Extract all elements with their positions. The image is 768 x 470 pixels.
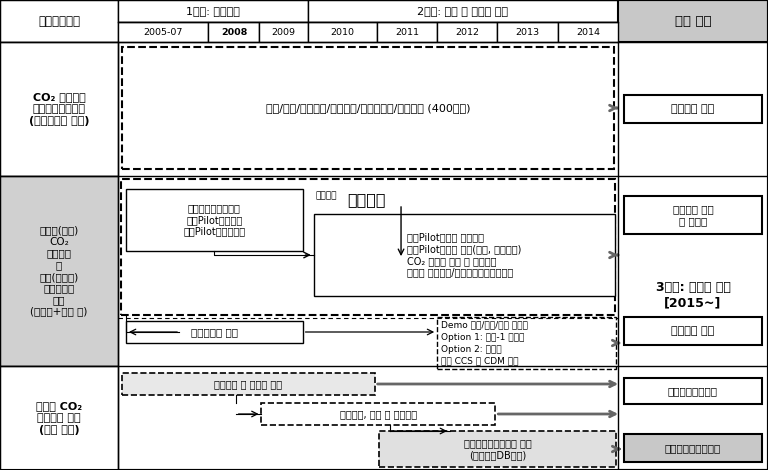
- Text: 2005-07: 2005-07: [144, 28, 183, 37]
- Text: 2011: 2011: [395, 28, 419, 37]
- Text: 핵심기술 개발: 핵심기술 개발: [671, 104, 715, 114]
- Text: 저장기술 실증: 저장기술 실증: [671, 326, 715, 336]
- Text: 광역탐사 및 후보군 도출: 광역탐사 및 후보군 도출: [214, 379, 283, 389]
- Bar: [261, 403, 495, 425]
- Text: Option 2: 대수층: Option 2: 대수층: [441, 345, 502, 353]
- Bar: [437, 317, 616, 369]
- Bar: [624, 434, 762, 462]
- Bar: [260, 22, 308, 42]
- Text: 2009: 2009: [272, 28, 296, 37]
- Text: 3단계: 실용화 추진
[2015~]: 3단계: 실용화 추진 [2015~]: [656, 281, 730, 309]
- Bar: [498, 22, 558, 42]
- Text: 1단계: 핵심기술: 1단계: 핵심기술: [186, 6, 240, 16]
- Bar: [624, 378, 762, 404]
- Bar: [0, 0, 118, 42]
- Text: 2012: 2012: [455, 28, 479, 37]
- Bar: [624, 196, 762, 234]
- Text: Option 1: 동해-1 가스전: Option 1: 동해-1 가스전: [441, 332, 525, 342]
- Bar: [313, 214, 615, 296]
- Bar: [379, 431, 616, 467]
- Bar: [122, 47, 614, 169]
- Text: 협력연구: 협력연구: [348, 193, 386, 207]
- Bar: [437, 22, 498, 42]
- Bar: [624, 317, 762, 345]
- Bar: [122, 373, 375, 395]
- Bar: [208, 22, 260, 42]
- Bar: [377, 22, 437, 42]
- Bar: [118, 0, 308, 22]
- Text: 2008: 2008: [220, 28, 247, 37]
- Bar: [0, 42, 118, 176]
- Text: 해외 CCS 및 CDM 추진: 해외 CCS 및 CDM 추진: [441, 357, 518, 366]
- Text: 실증후보지 선정: 실증후보지 선정: [190, 327, 238, 337]
- Bar: [118, 22, 208, 42]
- Text: 대규모저장용량확보: 대규모저장용량확보: [665, 443, 721, 453]
- Text: 2014: 2014: [576, 28, 600, 37]
- Bar: [0, 366, 118, 470]
- Text: 기술제공: 기술제공: [316, 191, 337, 201]
- Text: 세부 목표: 세부 목표: [674, 15, 711, 28]
- Text: 2010: 2010: [330, 28, 354, 37]
- Text: 탐사/수송/주입저장/모니터링/위해성경감/설비기술 (400억원): 탐사/수송/주입저장/모니터링/위해성경감/설비기술 (400억원): [266, 103, 470, 113]
- Bar: [618, 0, 768, 42]
- Text: Demo 설계/구축/운영 최적화: Demo 설계/구축/운영 최적화: [441, 321, 528, 329]
- Bar: [308, 0, 618, 22]
- Text: 국내시험후보지평가
저장Pilot운영설계
저장Pilot플랜트설계: 국내시험후보지평가 저장Pilot운영설계 저장Pilot플랜트설계: [184, 204, 246, 236]
- Text: 파일럿(만톤)
CO₂
저장연구
및
실증(백만톤)
저장후보지
선정
(해수부+민간 등): 파일럿(만톤) CO₂ 저장연구 및 실증(백만톤) 저장후보지 선정 (해수부…: [30, 226, 88, 317]
- Text: CO₂ 지중저장
핵심기반기술개발
(해양수산부 연구): CO₂ 지중저장 핵심기반기술개발 (해양수산부 연구): [28, 93, 89, 125]
- Text: 저장실증부지확보: 저장실증부지확보: [668, 386, 718, 396]
- Bar: [121, 179, 615, 315]
- Text: 2단계: 실증 및 실용화 기반: 2단계: 실증 및 실용화 기반: [417, 6, 508, 16]
- Bar: [0, 176, 118, 366]
- Bar: [126, 321, 303, 343]
- Text: 2013: 2013: [515, 28, 540, 37]
- Text: 정밀탐사, 시추 및 최종선정: 정밀탐사, 시추 및 최종선정: [340, 409, 417, 419]
- Bar: [126, 189, 303, 251]
- Bar: [308, 22, 377, 42]
- Bar: [558, 22, 618, 42]
- Bar: [624, 95, 762, 123]
- Text: 저장Pilot플랜트 부지확보
저장Pilot플랜트 건설(시추, 시설구축)
CO₂ 파일럿 주입 및 기술검증
실증용 스케일업/발전분야연계프로토콜: 저장Pilot플랜트 부지확보 저장Pilot플랜트 건설(시추, 시설구축) …: [407, 233, 521, 277]
- Text: 대규모저장인벤토리 확보
(저장특성DB구축): 대규모저장인벤토리 확보 (저장특성DB구축): [464, 438, 531, 460]
- Text: 핵심추진내용: 핵심추진내용: [38, 15, 80, 28]
- Text: 저장기술 검증
및 최적화: 저장기술 검증 및 최적화: [673, 204, 713, 226]
- Text: 상업용 CO₂
저장자원 확보
(실증 연계): 상업용 CO₂ 저장자원 확보 (실증 연계): [36, 401, 82, 435]
